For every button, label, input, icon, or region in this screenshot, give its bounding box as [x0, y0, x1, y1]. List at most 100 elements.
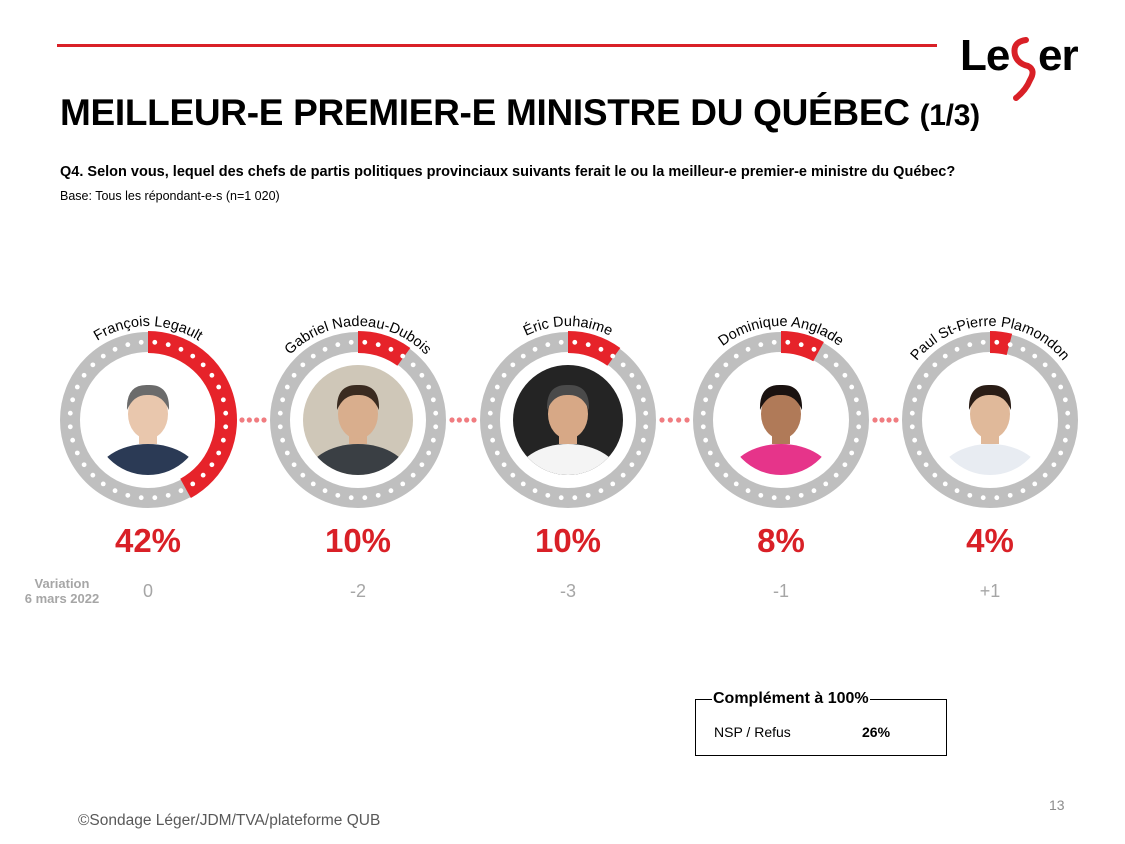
candidate-photo [726, 365, 836, 475]
ring-dot [853, 437, 859, 443]
ring-dot [375, 342, 381, 348]
ring-dot [833, 362, 839, 368]
ring-dot [811, 346, 817, 352]
ring-dot [74, 450, 80, 456]
ring-dot [714, 462, 720, 468]
ring-dot [1062, 397, 1068, 403]
ring-dot [494, 450, 500, 456]
ring-dot [1065, 410, 1071, 416]
candidate-photo [513, 365, 623, 475]
ring-dot [823, 481, 829, 487]
ring-dot [714, 372, 720, 378]
candidate-photo [93, 365, 203, 475]
ring-dot [598, 346, 604, 352]
ring-dot [280, 397, 286, 403]
ring-dot [388, 488, 394, 494]
connector-dot [261, 417, 267, 423]
ring-dot [487, 410, 493, 416]
page-title-part: (1/3) [919, 99, 980, 132]
ring-dot [310, 481, 316, 487]
ring-dot [643, 424, 649, 430]
ring-dot [112, 488, 118, 494]
ring-dot [400, 353, 406, 359]
ring-dot [291, 462, 297, 468]
ring-dot [277, 410, 283, 416]
ring-dot [572, 495, 578, 501]
variation-value: 0 [143, 581, 153, 601]
ring-dot [223, 410, 229, 416]
variation-value: +1 [980, 581, 1001, 601]
ring-dot [643, 410, 649, 416]
ring-dot [723, 362, 729, 368]
ring-dot [967, 492, 973, 498]
ring-dot [280, 437, 286, 443]
ring-dot [335, 342, 341, 348]
ring-dot [70, 397, 76, 403]
ring-dot [1007, 342, 1013, 348]
ring-dot [138, 339, 144, 345]
ring-dot [856, 424, 862, 430]
ring-dot [703, 437, 709, 443]
ring-dot [426, 450, 432, 456]
ring-dot [400, 481, 406, 487]
ring-dot [558, 495, 564, 501]
ring-dot [798, 492, 804, 498]
connector-dot [667, 417, 673, 423]
ring-dot [520, 353, 526, 359]
connector-dot [456, 417, 462, 423]
ring-dot [1062, 437, 1068, 443]
ring-dot [856, 410, 862, 416]
ring-dot [1051, 462, 1057, 468]
ring-dot [67, 424, 73, 430]
ring-dot [703, 397, 709, 403]
ring-dot [758, 492, 764, 498]
ring-dot [90, 472, 96, 478]
ring-dot [629, 372, 635, 378]
ring-dot [335, 492, 341, 498]
ring-dot [916, 450, 922, 456]
ring-dot [410, 472, 416, 478]
ring-dot [81, 372, 87, 378]
page-title: MEILLEUR-E PREMIER-E MINISTRE DU QUÉBEC … [60, 92, 980, 133]
ring-dot [388, 346, 394, 352]
ring-dot [165, 342, 171, 348]
ring-dot [284, 450, 290, 456]
ring-dot [785, 339, 791, 345]
ring-dot [1058, 384, 1064, 390]
ring-dot [842, 462, 848, 468]
ring-dot [853, 397, 859, 403]
ring-dot [112, 346, 118, 352]
ring-dot [300, 472, 306, 478]
complement-title: Complément à 100% [712, 690, 870, 708]
value-label: 42% [115, 522, 181, 559]
ring-dot [932, 362, 938, 368]
question-text: Q4. Selon vous, lequel des chefs de part… [60, 164, 956, 180]
ring-dot [912, 437, 918, 443]
ring-dot [798, 342, 804, 348]
ring-dot [138, 495, 144, 501]
ring-dot [209, 372, 215, 378]
ring-dot [90, 362, 96, 368]
ring-dot [942, 481, 948, 487]
ring-dot [433, 424, 439, 430]
ring-dot [100, 481, 106, 487]
ring-dot [811, 488, 817, 494]
base-text: Base: Tous les répondant-e-s (n=1 020) [60, 189, 280, 203]
ring-dot [220, 437, 226, 443]
nsp-label: NSP / Refus [714, 724, 791, 740]
ring-dot [1032, 481, 1038, 487]
ring-dot [967, 342, 973, 348]
ring-dot [823, 353, 829, 359]
ring-dot [490, 437, 496, 443]
ring-dot [165, 492, 171, 498]
ring-dot [1020, 488, 1026, 494]
ring-dot [70, 437, 76, 443]
ring-dot [610, 481, 616, 487]
value-label: 10% [325, 522, 391, 559]
connector-dot [239, 417, 245, 423]
ring-dot [220, 397, 226, 403]
ring-dot [178, 346, 184, 352]
logo-wordmark-le: Le [960, 31, 1009, 80]
ring-dot [100, 353, 106, 359]
connector-dot [684, 417, 690, 423]
